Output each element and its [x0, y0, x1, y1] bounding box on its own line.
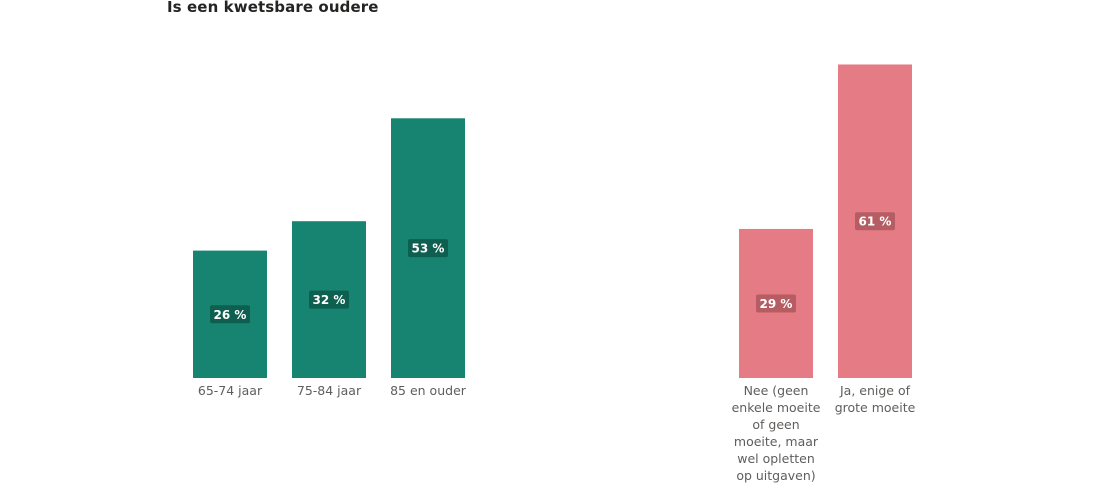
data-label-badge [309, 290, 349, 309]
data-label: 61 % [859, 215, 892, 229]
category-label: 75-84 jaar [297, 383, 362, 398]
category-label: 85 en ouder [390, 383, 467, 398]
category-label-line: grote moeite [835, 400, 916, 415]
category-label-line: 65-74 jaar [198, 383, 263, 398]
category-label-line: 85 en ouder [390, 383, 467, 398]
category-label-line: Ja, enige of [839, 383, 911, 398]
category-label-line: moeite, maar [734, 434, 819, 449]
category-label-line: wel opletten [737, 451, 815, 466]
category-label-line: 75-84 jaar [297, 383, 362, 398]
page-title: Is een kwetsbare oudere [167, 0, 379, 16]
data-label: 26 % [214, 308, 247, 322]
category-label: Nee (geen enkele moeite of geen moeite, maa… [732, 383, 821, 483]
data-label-badge [756, 294, 796, 313]
category-label-line: enkele moeite [732, 400, 821, 415]
category-label-line: of geen [752, 417, 799, 432]
data-label: 53 % [412, 242, 445, 256]
category-label-line: Nee (geen [744, 383, 809, 398]
category-label: Ja, enige of grote moeite [835, 383, 916, 415]
chart-2: 29 % Nee (geen enkele moeite of geen moeite,… [732, 64, 916, 483]
chart-1: 26 % 65-74 jaar 32 % 75-84 jaar 53 % 85 en ou… [193, 118, 467, 398]
data-label: 29 % [760, 297, 793, 311]
category-label: 65-74 jaar [198, 383, 263, 398]
data-label-badge [408, 239, 448, 258]
category-label-line: op uitgaven) [736, 468, 815, 483]
data-label: 32 % [313, 293, 346, 307]
data-label-badge [210, 305, 250, 324]
data-label-badge [855, 212, 895, 231]
